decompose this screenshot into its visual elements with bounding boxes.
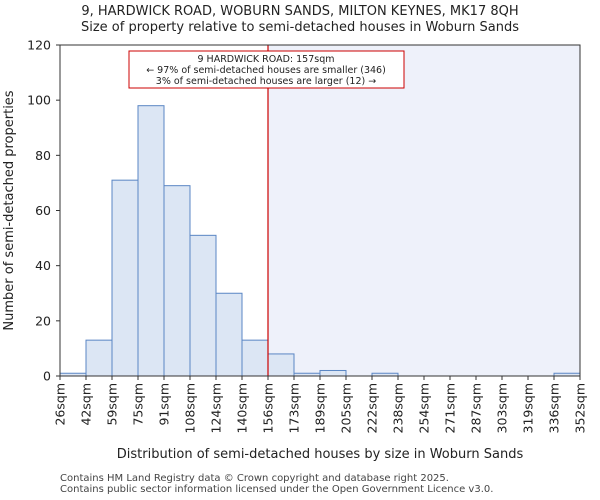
x-tick-label: 156sqm: [261, 383, 276, 433]
x-tick-label: 173sqm: [287, 383, 302, 433]
bars: [59, 105, 581, 377]
annotation-line2: ← 97% of semi-detached houses are smalle…: [146, 65, 386, 76]
x-tick-label: 75sqm: [131, 383, 146, 426]
bar-124sqm: [215, 292, 243, 377]
chart-title-line2: Size of property relative to semi-detach…: [81, 20, 519, 35]
x-tick-label: 140sqm: [235, 383, 250, 433]
bar-42sqm: [85, 339, 113, 377]
annotation-box: 9 HARDWICK ROAD: 157sqm ← 97% of semi-de…: [128, 50, 405, 89]
larger-properties-region: [268, 45, 580, 376]
y-tick-label: 60: [35, 203, 51, 218]
bar-59sqm: [111, 179, 139, 377]
y-tick-label: 40: [35, 258, 51, 273]
x-axis-label: Distribution of semi-detached houses by …: [117, 447, 524, 462]
x-tick-label: 59sqm: [105, 383, 120, 426]
x-tick-label: 336sqm: [547, 383, 562, 433]
annotation-line1: 9 HARDWICK ROAD: 157sqm: [197, 54, 334, 65]
x-tick-label: 319sqm: [521, 383, 536, 433]
x-tick-label: 254sqm: [417, 383, 432, 433]
y-tick-label: 20: [35, 313, 51, 328]
bar-108sqm: [189, 234, 217, 377]
y-tick-label: 120: [27, 38, 51, 53]
x-tick-label: 108sqm: [183, 383, 198, 433]
bar-189sqm: [319, 369, 347, 377]
bar-91sqm: [163, 185, 191, 377]
annotation-border: [128, 50, 405, 89]
chart: 9, HARDWICK ROAD, WOBURN SANDS, MILTON K…: [2, 4, 588, 462]
bar-140sqm: [241, 339, 269, 377]
bar-75sqm: [137, 105, 165, 377]
footer-line1: Contains HM Land Registry data © Crown c…: [60, 473, 449, 484]
y-tick-label: 80: [35, 148, 51, 163]
x-tick-label: 222sqm: [365, 383, 380, 433]
x-tick-label: 352sqm: [573, 383, 588, 433]
x-tick-label: 26sqm: [53, 383, 68, 426]
x-tick-label: 124sqm: [209, 383, 224, 433]
x-tick-labels: 26sqm 42sqm 59sqm 75sqm 91sqm 108sqm 124sqm 140…: [53, 376, 588, 433]
x-tick-label: 271sqm: [443, 383, 458, 433]
x-tick-label: 238sqm: [391, 383, 406, 433]
x-tick-label: 287sqm: [469, 383, 484, 433]
y-tick-labels: 0 20 40 60 80 100 120: [27, 38, 60, 384]
x-tick-label: 91sqm: [157, 383, 172, 426]
x-tick-label: 303sqm: [495, 383, 510, 433]
annotation-line3: 3% of semi-detached houses are larger (1…: [156, 76, 376, 87]
footer-line2: Contains public sector information licen…: [60, 484, 494, 495]
x-tick-label: 189sqm: [313, 383, 328, 433]
y-axis-label: Number of semi-detached properties: [2, 90, 17, 330]
bar-156sqm: [267, 353, 295, 377]
x-tick-label: 205sqm: [339, 383, 354, 433]
x-tick-label: 42sqm: [79, 383, 94, 426]
y-tick-label: 100: [27, 93, 51, 108]
chart-title-line1: 9, HARDWICK ROAD, WOBURN SANDS, MILTON K…: [81, 4, 518, 19]
y-tick-label: 0: [43, 369, 51, 384]
